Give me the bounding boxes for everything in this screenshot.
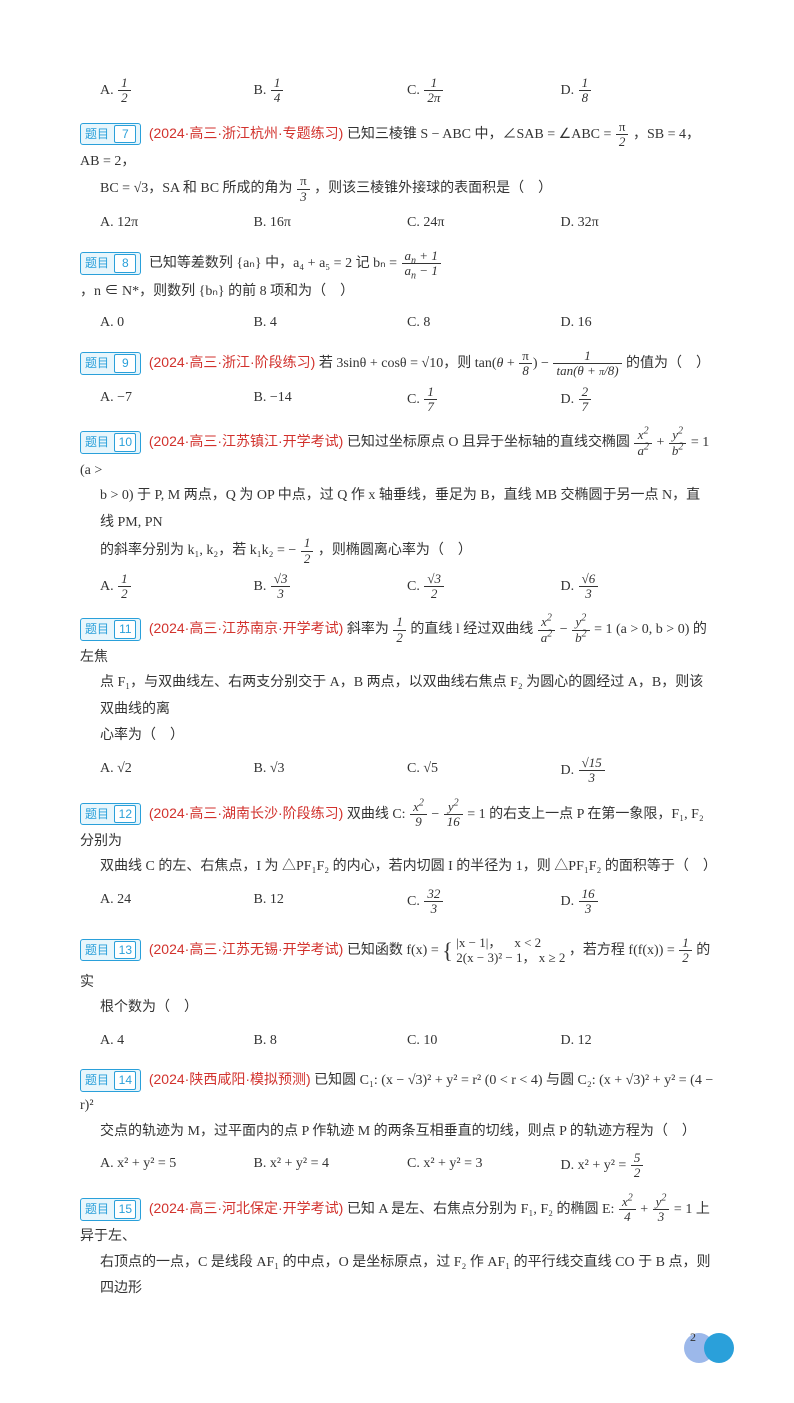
- q9-options: A. −7 B. −14 C. 17 D. 27: [100, 385, 714, 415]
- option-C: C. 12π: [407, 76, 561, 106]
- option-A: A. 12: [100, 76, 254, 106]
- pill-13: 题目 13: [80, 939, 141, 962]
- page-footer: 2: [80, 1323, 714, 1363]
- question-9: 题目 9 (2024·高三·浙江·阶段练习) 若 3sinθ + cosθ = …: [80, 349, 714, 414]
- source-13: (2024·高三·江苏无锡·开学考试): [149, 941, 343, 957]
- q13-options: A. 4 B. 8 C. 10 D. 12: [100, 1028, 714, 1053]
- q7-stem: 已知三棱锥 S − ABC 中，∠SAB = ∠ABC =: [347, 127, 615, 142]
- question-7: 题目 7 (2024·高三·浙江杭州·专题练习) 已知三棱锥 S − ABC 中…: [80, 120, 714, 236]
- source-11: (2024·高三·江苏南京·开学考试): [149, 620, 343, 636]
- q10-options: A. 12 B. √33 C. √32 D. √63: [100, 572, 714, 602]
- source-12: (2024·高三·湖南长沙·阶段练习): [149, 805, 343, 821]
- source-15: (2024·高三·河北保定·开学考试): [149, 1200, 343, 1216]
- q6-options: A. 12 B. 14 C. 12π D. 18: [100, 76, 714, 106]
- page-number: 2: [690, 1327, 696, 1349]
- source-10: (2024·高三·江苏镇江·开学考试): [149, 433, 343, 449]
- q7-options: A. 12π B. 16π C. 24π D. 32π: [100, 210, 714, 235]
- option-D: D. 18: [561, 76, 715, 106]
- question-8: 题目 8 已知等差数列 {aₙ} 中，a₄ + a₅ = 2 记 bₙ = an…: [80, 249, 714, 335]
- question-14: 题目 14 (2024·陕西咸阳·模拟预测) 已知圆 C₁: (x − √3)²…: [80, 1067, 714, 1181]
- question-12: 题目 12 (2024·高三·湖南长沙·阶段练习) 双曲线 C: x29 − y…: [80, 800, 714, 917]
- source-7: (2024·高三·浙江杭州·专题练习): [149, 125, 343, 141]
- pill-7: 题目 7: [80, 123, 141, 146]
- source-9: (2024·高三·浙江·阶段练习): [149, 354, 315, 370]
- pill-14: 题目 14: [80, 1069, 141, 1092]
- pill-10: 题目 10: [80, 431, 141, 454]
- question-13: 题目 13 (2024·高三·江苏无锡·开学考试) 已知函数 f(x) = { …: [80, 931, 714, 1054]
- question-11: 题目 11 (2024·高三·江苏南京·开学考试) 斜率为 12 的直线 l 经…: [80, 615, 714, 785]
- q12-options: A. 24 B. 12 C. 323 D. 163: [100, 887, 714, 917]
- source-14: (2024·陕西咸阳·模拟预测): [149, 1071, 311, 1087]
- option-B: B. 14: [254, 76, 408, 106]
- pill-9: 题目 9: [80, 352, 141, 375]
- pill-12: 题目 12: [80, 803, 141, 826]
- pill-15: 题目 15: [80, 1198, 141, 1221]
- q8-options: A. 0 B. 4 C. 8 D. 16: [100, 310, 714, 335]
- q14-options: A. x² + y² = 5 B. x² + y² = 4 C. x² + y²…: [100, 1151, 714, 1181]
- question-10: 题目 10 (2024·高三·江苏镇江·开学考试) 已知过坐标原点 O 且异于坐…: [80, 428, 714, 601]
- q11-options: A. √2 B. √3 C. √5 D. √153: [100, 756, 714, 786]
- pill-8: 题目 8: [80, 252, 141, 275]
- question-15: 题目 15 (2024·高三·河北保定·开学考试) 已知 A 是左、右焦点分别为…: [80, 1195, 714, 1303]
- pill-11: 题目 11: [80, 618, 141, 641]
